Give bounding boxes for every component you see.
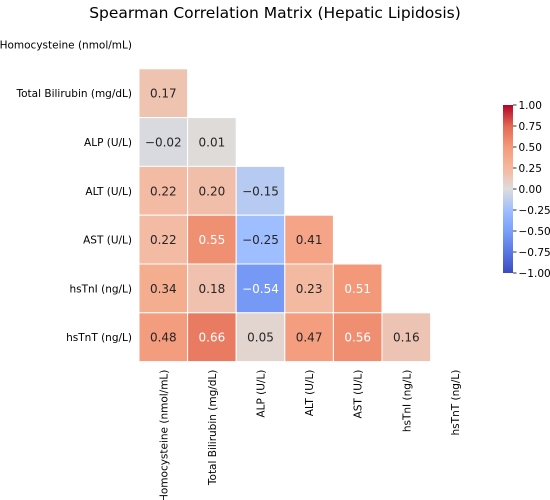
cell-value-label: 0.22: [150, 233, 177, 247]
cell-value-label: 0.34: [150, 282, 177, 296]
y-tick-label: hsTnI (ng/L): [69, 283, 132, 295]
heatmap-cell: [138, 263, 189, 314]
heatmap-cell: [235, 312, 286, 363]
heatmap-cell: [284, 263, 334, 314]
heatmap-cell: [138, 214, 189, 265]
cell-value-label: 0.56: [344, 331, 371, 345]
cell-value-label: 0.01: [199, 136, 226, 150]
colorbar-tick-label: −0.75: [519, 247, 550, 259]
cell-value-label: −0.54: [242, 282, 279, 296]
heatmap-cell: [138, 68, 189, 119]
cell-value-label: 0.41: [296, 233, 323, 247]
colorbar-tick-label: 0.25: [519, 163, 542, 175]
heatmap-cell: [187, 165, 237, 216]
cell-value-label: 0.18: [199, 282, 226, 296]
colorbar-tick-label: 1.00: [519, 100, 542, 112]
heatmap-cell: [235, 165, 286, 216]
heatmap-cell-labels: 0.17 −0.02 0.01 0.22 0.20 −0.15 0.22 0.55 −0.25 0…: [145, 87, 420, 345]
colorbar-tick-label: −1.00: [519, 268, 550, 280]
y-axis-tick-labels: Homocysteine (nmol/mL) Total Bilirubin (m…: [0, 39, 132, 344]
colorbar: 1.00 0.75 0.50 0.25 0.00 −0.25 −0.50 −0.75 −1.00: [503, 100, 550, 280]
colorbar-tick-label: 0.50: [519, 142, 542, 154]
colorbar-gradient: [503, 105, 513, 273]
colorbar-tick-label: −0.50: [519, 226, 550, 238]
colorbar-tick-label: 0.00: [519, 184, 542, 196]
x-tick-label: hsTnI (ng/L): [401, 370, 413, 433]
cell-value-label: −0.25: [242, 233, 279, 247]
colorbar-tick-labels: 1.00 0.75 0.50 0.25 0.00 −0.25 −0.50 −0.75 −1.00: [513, 100, 550, 280]
cell-value-label: 0.48: [150, 331, 177, 345]
x-tick-label: hsTnT (ng/L): [450, 370, 462, 436]
heatmap-cell: [284, 312, 334, 363]
y-tick-label: AST (U/L): [83, 235, 132, 247]
heatmap-cell: [187, 263, 237, 314]
heatmap-cells: [138, 68, 432, 363]
cell-value-label: 0.55: [199, 233, 226, 247]
x-tick-label: Total Bilirubin (mg/dL): [207, 370, 219, 487]
heatmap-cell: [235, 214, 286, 265]
y-tick-label: hsTnT (ng/L): [66, 332, 132, 344]
heatmap-cell: [187, 117, 237, 167]
chart-title: Spearman Correlation Matrix (Hepatic Lip…: [89, 4, 461, 22]
cell-value-label: −0.15: [242, 184, 279, 198]
x-axis-tick-labels: Homocysteine (nmol/mL) Total Bilirubin (m…: [158, 370, 462, 500]
x-tick-label: AST (U/L): [353, 370, 365, 419]
y-tick-label: ALT (U/L): [85, 186, 132, 198]
x-tick-label: Homocysteine (nmol/mL): [158, 370, 170, 500]
heatmap-cell: [235, 263, 286, 314]
cell-value-label: 0.51: [344, 282, 371, 296]
x-tick-label: ALP (U/L): [256, 370, 268, 418]
y-tick-label: ALP (U/L): [84, 137, 132, 149]
heatmap-cell: [381, 312, 432, 363]
x-tick-label: ALT (U/L): [304, 370, 316, 417]
y-tick-label: Homocysteine (nmol/mL): [0, 39, 132, 51]
cell-value-label: 0.23: [296, 282, 323, 296]
heatmap-cell: [187, 214, 237, 265]
cell-value-label: 0.22: [150, 184, 177, 198]
cell-value-label: 0.16: [393, 331, 420, 345]
colorbar-tick-label: 0.75: [519, 121, 542, 133]
cell-value-label: 0.47: [296, 331, 323, 345]
cell-value-label: 0.66: [199, 331, 226, 345]
cell-value-label: 0.05: [247, 331, 274, 345]
y-tick-label: Total Bilirubin (mg/dL): [16, 88, 133, 100]
colorbar-tick-label: −0.25: [519, 205, 550, 217]
cell-value-label: −0.02: [145, 136, 182, 150]
heatmap-cell: [332, 263, 383, 314]
cell-value-label: 0.17: [150, 87, 177, 101]
cell-value-label: 0.20: [199, 184, 226, 198]
